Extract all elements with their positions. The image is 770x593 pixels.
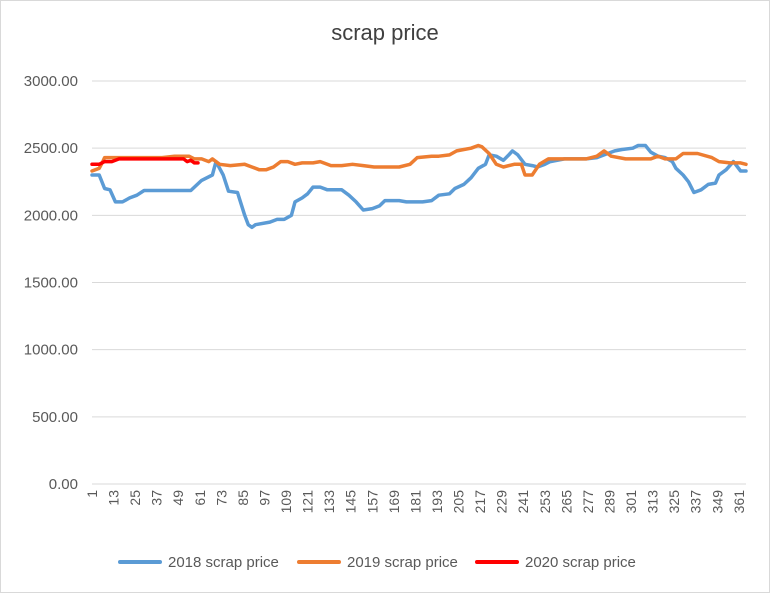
legend-item: 2019 scrap price <box>297 550 458 574</box>
x-tick-label: 97 <box>256 490 272 506</box>
x-tick-label: 157 <box>364 490 380 514</box>
y-tick-label: 2000.00 <box>24 207 78 224</box>
y-tick-label: 0.00 <box>49 476 78 493</box>
x-tick-label: 109 <box>278 490 294 514</box>
series-line-3 <box>90 157 200 167</box>
x-tick-label: 145 <box>343 490 359 514</box>
x-tick-label: 73 <box>213 490 229 506</box>
x-tick-label: 349 <box>709 490 725 514</box>
x-tick-label: 1 <box>84 490 100 498</box>
x-tick-label: 205 <box>451 490 467 514</box>
legend: 2018 scrap price 2019 scrap price 2020 scr… <box>0 550 770 574</box>
x-tick-label: 253 <box>537 490 553 514</box>
x-tick-label: 241 <box>515 490 531 514</box>
x-tick-label: 37 <box>149 490 165 506</box>
x-tick-label: 169 <box>386 490 402 514</box>
x-tick-label: 361 <box>731 490 747 514</box>
legend-label: 2020 scrap price <box>525 553 636 571</box>
x-tick-label: 133 <box>321 490 337 514</box>
y-tick-label: 1000.00 <box>24 342 78 359</box>
x-tick-label: 13 <box>106 490 122 506</box>
series-line-2 <box>90 143 748 177</box>
legend-item: 2018 scrap price <box>118 550 279 574</box>
series-lines <box>90 143 748 230</box>
legend-item: 2020 scrap price <box>475 550 636 574</box>
y-tick-label: 2500.00 <box>24 140 78 157</box>
x-tick-label: 25 <box>127 490 143 506</box>
x-tick-label: 85 <box>235 490 251 506</box>
x-tick-label: 337 <box>688 490 704 514</box>
x-tick-label: 181 <box>407 490 423 514</box>
x-tick-label: 289 <box>601 490 617 514</box>
x-tick-label: 229 <box>494 490 510 514</box>
x-tick-label: 265 <box>558 490 574 514</box>
x-tick-label: 301 <box>623 490 639 514</box>
x-tick-label: 121 <box>300 490 316 514</box>
gridlines <box>92 80 746 485</box>
x-tick-label: 217 <box>472 490 488 514</box>
chart-title: scrap price <box>331 20 439 45</box>
legend-swatch <box>475 560 519 564</box>
y-axis-ticks: 0.00 500.00 1000.00 1500.00 2000.00 2500.00 30… <box>24 73 78 493</box>
x-tick-label: 277 <box>580 490 596 514</box>
y-tick-label: 1500.00 <box>24 275 78 292</box>
x-tick-label: 313 <box>645 490 661 514</box>
x-tick-label: 325 <box>666 490 682 514</box>
x-tick-label: 193 <box>429 490 445 514</box>
x-axis-ticks: 1 13 25 37 49 61 73 85 97 109 121 133 145 157 169 181 19… <box>84 490 747 514</box>
series-line-1 <box>90 143 748 230</box>
x-tick-label: 49 <box>170 490 186 506</box>
legend-label: 2019 scrap price <box>347 553 458 571</box>
legend-label: 2018 scrap price <box>168 553 279 571</box>
y-tick-label: 3000.00 <box>24 73 78 90</box>
x-tick-label: 61 <box>192 490 208 506</box>
legend-swatch <box>118 560 162 564</box>
legend-swatch <box>297 560 341 564</box>
y-tick-label: 500.00 <box>32 409 78 426</box>
